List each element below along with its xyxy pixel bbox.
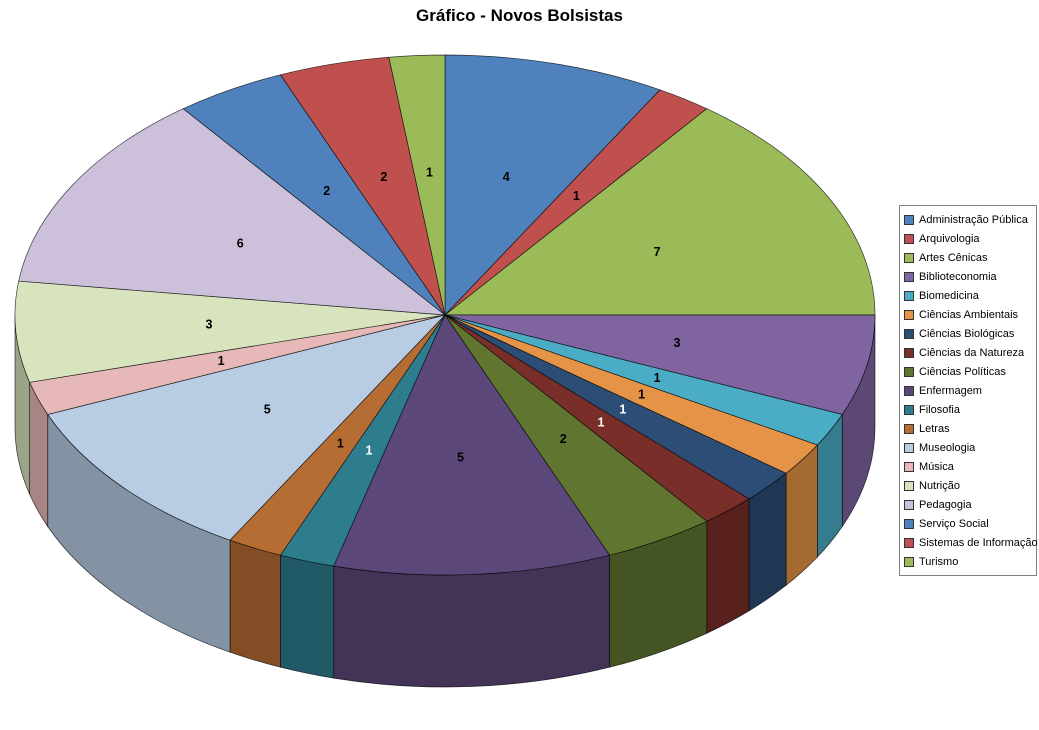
legend-swatch [904, 442, 914, 453]
pie-slice-label: 1 [597, 416, 604, 430]
legend-label: Letras [919, 422, 950, 435]
legend-swatch [904, 290, 914, 301]
pie-slice-label: 2 [380, 170, 387, 184]
legend-label: Museologia [919, 441, 976, 454]
legend-swatch [904, 518, 914, 529]
pie-slice-label: 1 [426, 165, 433, 179]
legend-label: Filosofia [919, 403, 960, 416]
legend-item: Ciências Biológicas [904, 324, 1036, 343]
pie-slice-label: 1 [366, 443, 373, 457]
pie-slice [388, 54, 446, 316]
legend-item: Letras [904, 419, 1036, 438]
legend-swatch [904, 404, 914, 415]
legend-swatch [904, 461, 914, 472]
pie-slice-label: 2 [560, 432, 567, 446]
legend-swatch [904, 537, 914, 548]
pie-slice-label: 5 [457, 451, 464, 465]
chart-title: Gráfico - Novos Bolsistas [416, 6, 623, 25]
pie-slice-label: 1 [654, 371, 661, 385]
legend-swatch [904, 328, 914, 339]
legend-label: Arquivologia [919, 232, 980, 245]
legend-item: Arquivologia [904, 229, 1036, 248]
legend-swatch [904, 499, 914, 510]
pie-slice-wall [229, 539, 281, 668]
legend-item: Ciências Ambientais [904, 305, 1036, 324]
pie-slice [47, 314, 447, 541]
legend-item: Artes Cênicas [904, 248, 1036, 267]
pie-slice-label: 1 [619, 402, 626, 416]
legend-label: Administração Pública [919, 213, 1028, 226]
legend-label: Ciências Biológicas [919, 327, 1015, 340]
legend-swatch [904, 556, 914, 567]
legend-label: Enfermagem [919, 384, 982, 397]
pie-slice [444, 314, 876, 415]
pie-slice [333, 314, 611, 576]
legend-item: Turismo [904, 552, 1036, 571]
pie-slice-label: 6 [237, 237, 244, 251]
legend-swatch [904, 423, 914, 434]
legend-label: Biblioteconomia [919, 270, 997, 283]
chart-legend: Administração Pública Arquivologia Artes C… [899, 205, 1038, 576]
pie-slice-label: 1 [218, 354, 225, 368]
legend-item: Nutrição [904, 476, 1036, 495]
pie-slice [444, 54, 661, 316]
legend-item: Administração Pública [904, 210, 1036, 229]
pie-slice-wall [280, 554, 335, 679]
legend-label: Pedagogia [919, 498, 972, 511]
legend-item: Ciências Políticas [904, 362, 1036, 381]
legend-label: Ciências Políticas [919, 365, 1006, 378]
legend-swatch [904, 347, 914, 358]
legend-swatch [904, 233, 914, 244]
legend-item: Museologia [904, 438, 1036, 457]
pie-slice-wall [706, 498, 750, 634]
legend-label: Ciências Ambientais [919, 308, 1019, 321]
legend-swatch [904, 385, 914, 396]
legend-item: Música [904, 457, 1036, 476]
legend-label: Ciências da Natureza [919, 346, 1025, 359]
pie-slice-label: 7 [654, 245, 661, 259]
pie-slice-wall [333, 554, 610, 688]
legend-label: Sistemas de Informação [919, 536, 1038, 549]
legend-item: Biomedicina [904, 286, 1036, 305]
legend-label: Turismo [919, 555, 959, 568]
legend-label: Música [919, 460, 954, 473]
legend-item: Enfermagem [904, 381, 1036, 400]
pie-slice [14, 280, 446, 383]
legend-label: Biomedicina [919, 289, 979, 302]
legend-item: Biblioteconomia [904, 267, 1036, 286]
legend-label: Artes Cênicas [919, 251, 988, 264]
pie-slice-label: 4 [503, 170, 510, 184]
pie-slice-label: 1 [337, 436, 344, 450]
pie-slice [18, 108, 447, 316]
pie-slice-label: 1 [638, 387, 645, 401]
legend-label: Nutrição [919, 479, 960, 492]
legend-item: Sistemas de Informação [904, 533, 1038, 552]
legend-swatch [904, 480, 914, 491]
pie-slice-label: 3 [206, 317, 213, 331]
legend-swatch [904, 309, 914, 320]
legend-label: Serviço Social [919, 517, 989, 530]
legend-swatch [904, 271, 914, 282]
pie-slice-label: 2 [323, 184, 330, 198]
legend-item: Filosofia [904, 400, 1036, 419]
legend-item: Serviço Social [904, 514, 1036, 533]
pie-slice-label: 1 [573, 189, 580, 203]
legend-swatch [904, 252, 914, 263]
legend-swatch [904, 366, 914, 377]
pie-slice [443, 108, 876, 316]
legend-swatch [904, 214, 914, 225]
pie-slice-label: 3 [673, 336, 680, 350]
legend-item: Ciências da Natureza [904, 343, 1036, 362]
pie-slice-label: 5 [264, 402, 271, 416]
legend-item: Pedagogia [904, 495, 1036, 514]
